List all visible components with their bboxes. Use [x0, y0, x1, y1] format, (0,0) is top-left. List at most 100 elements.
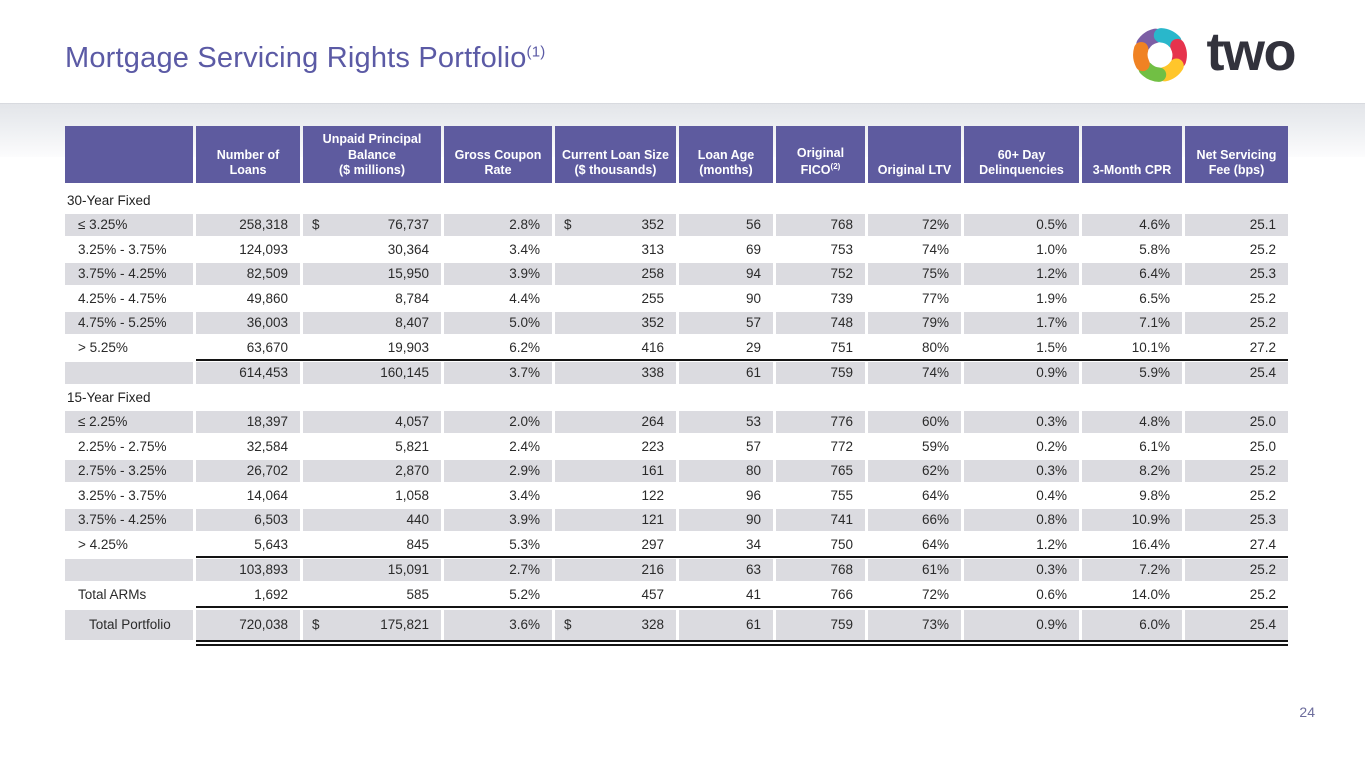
table-row: 4.75% - 5.25% 36,003 8,407 5.0% 352 57 748 79% 1… [65, 311, 1288, 334]
table-cell: 6,503 [196, 508, 300, 531]
table-cell: 61 [679, 361, 773, 384]
logo-petal-purple [1135, 28, 1163, 52]
row-label: 3.75% - 4.25% [65, 508, 193, 531]
table-cell: 18,397 [196, 410, 300, 433]
table-cell: 6.2% [509, 339, 540, 355]
row-label [65, 361, 193, 384]
table-cell: 16.4% [1131, 536, 1170, 552]
table-cell: 3.4% [509, 487, 540, 503]
table-cell: 0.5% [964, 213, 1079, 236]
table-cell: 3.4% [509, 241, 540, 257]
table-cell: 72% [868, 213, 961, 236]
table-cell: 64% [921, 536, 949, 552]
logo-petal-yellow [1156, 58, 1184, 82]
table-cell: 5,643 [254, 536, 288, 552]
table-cell: 4.4% [509, 290, 540, 306]
table-cell: 1.2% [1036, 536, 1067, 552]
table-cell: 5.3% [509, 536, 540, 552]
table-cell: 25.2 [1185, 459, 1288, 482]
table-cell: 53 [679, 410, 773, 433]
table-cell: 8,407 [303, 311, 441, 334]
table-cell: 34 [745, 536, 761, 552]
header-cell: Gross Coupon Rate [444, 126, 552, 183]
table-cell: 121 [555, 508, 676, 531]
table-cell: 768 [776, 213, 865, 236]
row-label: 3.25% - 3.75% [78, 487, 167, 503]
table-cell: 30,364 [387, 241, 429, 257]
table-cell: 124,093 [239, 241, 288, 257]
table-row: 4.25% - 4.75% 49,860 8,784 4.4% 255 90 739 77% 1… [65, 287, 1288, 309]
table-cell: 5.2% [509, 586, 540, 602]
company-logo: two [1123, 18, 1297, 92]
table-cell: 759 [776, 361, 865, 384]
table-cell: 614,453 [196, 361, 300, 384]
table-cell: 64% [921, 487, 949, 503]
table-cell: 103,893 [196, 558, 300, 581]
row-label: 3.25% - 3.75% [78, 241, 167, 257]
page-title: Mortgage Servicing Rights Portfolio(1) [65, 42, 545, 75]
rule-bar [196, 644, 1288, 646]
logo-mark-icon [1132, 28, 1187, 82]
table-cell: 3.9% [444, 508, 552, 531]
header-cell: Net Servicing Fee (bps) [1185, 126, 1288, 183]
table-cell: 63,670 [246, 339, 288, 355]
table-cell: 4.8% [1082, 410, 1182, 433]
table-cell: 352 [555, 311, 676, 334]
table-cell: 25.2 [1249, 241, 1276, 257]
table-cell: 90 [745, 290, 761, 306]
table-cell: 32,584 [246, 438, 288, 454]
table-cell: 1.9% [1036, 290, 1067, 306]
header-cell: Loan Age (months) [679, 126, 773, 183]
table-cell: 160,145 [303, 361, 441, 384]
table-cell: 82,509 [196, 262, 300, 285]
table-cell: 1.0% [1036, 241, 1067, 257]
table-cell: 338 [555, 361, 676, 384]
table-row: 103,893 15,091 2.7% 216 63 768 61% 0.3% 7.2% 25.2 [65, 558, 1288, 581]
table-cell: 4.6% [1082, 213, 1182, 236]
table-cell: 7.2% [1082, 558, 1182, 581]
row-label: 4.75% - 5.25% [65, 311, 193, 334]
section-row: 15-Year Fixed [67, 389, 151, 405]
table-cell: 6.0% [1082, 609, 1182, 640]
table-cell: 720,038 [196, 609, 300, 640]
table-cell: 457 [641, 586, 664, 602]
table-cell: 69 [745, 241, 761, 257]
logo-wordmark: two [1206, 22, 1297, 82]
table-cell: 25.0 [1249, 438, 1276, 454]
table-row: 2.25% - 2.75% 32,584 5,821 2.4% 223 57 772 59% 0… [65, 435, 1288, 457]
table-cell: 0.4% [1036, 487, 1067, 503]
table-cell: 79% [868, 311, 961, 334]
table-cell: 741 [776, 508, 865, 531]
table-cell: 0.8% [964, 508, 1079, 531]
table-cell: 25.4 [1185, 609, 1288, 640]
table-cell: 0.9% [964, 361, 1079, 384]
table-header-row: Number of Loans Unpaid Principal Balance ($ … [65, 126, 1288, 183]
table-cell: 748 [776, 311, 865, 334]
table-cell: 27.4 [1249, 536, 1276, 552]
table-cell: 258,318 [196, 213, 300, 236]
table-cell: 297 [641, 536, 664, 552]
table-cell: 6.5% [1139, 290, 1170, 306]
table-cell: 25.3 [1185, 508, 1288, 531]
table-cell: 8.2% [1082, 459, 1182, 482]
table-cell: 25.2 [1249, 586, 1276, 602]
table-cell: 94 [679, 262, 773, 285]
header-cell: Original LTV [868, 126, 961, 183]
table-cell: 57 [745, 438, 761, 454]
row-label: 2.25% - 2.75% [78, 438, 167, 454]
table-row: ≤ 2.25% 18,397 4,057 2.0% 264 53 776 60% 0.3% 4.8… [65, 410, 1288, 433]
table-cell: 2.4% [509, 438, 540, 454]
table-cell: 768 [776, 558, 865, 581]
table-cell: 29 [745, 339, 761, 355]
table-cell: 4,057 [303, 410, 441, 433]
table-cell: 25.2 [1185, 558, 1288, 581]
header-cell [65, 126, 193, 183]
cell-value: 352 [641, 217, 664, 232]
table-row: 2.75% - 3.25% 26,702 2,870 2.9% 161 80 765 62% 0… [65, 459, 1288, 482]
row-label: 2.75% - 3.25% [65, 459, 193, 482]
table-cell: 14.0% [1131, 586, 1170, 602]
table-cell: 8,784 [395, 290, 429, 306]
table-row: 3.25% - 3.75% 14,064 1,058 3.4% 122 96 755 64% 0… [65, 484, 1288, 506]
table-cell: 74% [921, 241, 949, 257]
table-cell: 255 [641, 290, 664, 306]
